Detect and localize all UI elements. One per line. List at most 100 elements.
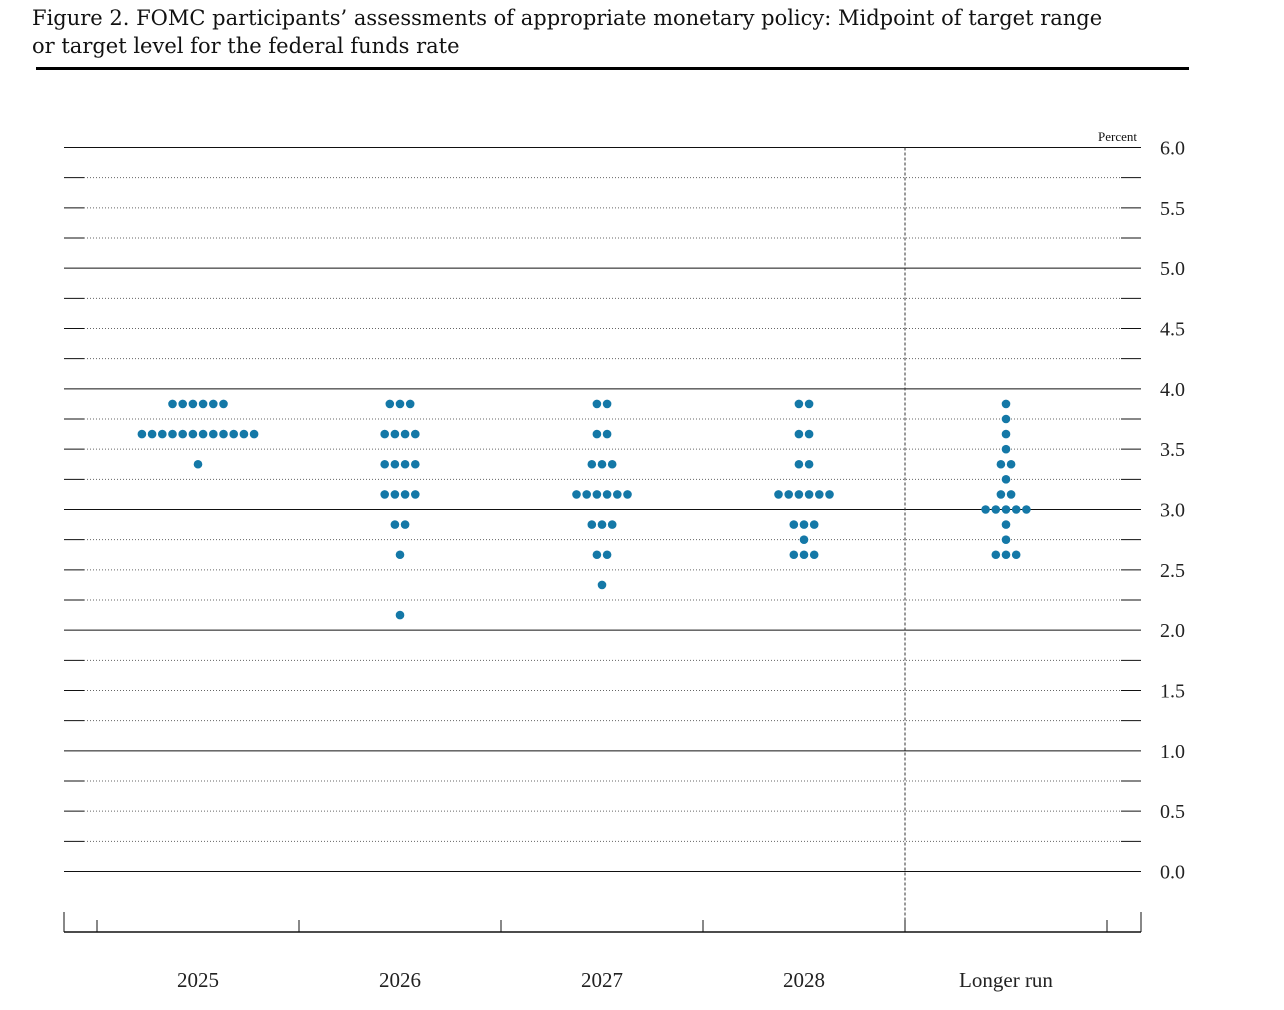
dot-marker bbox=[799, 535, 809, 544]
dot-marker bbox=[390, 520, 400, 529]
dot-marker bbox=[385, 399, 395, 409]
dot-marker bbox=[602, 550, 612, 560]
dot-marker bbox=[249, 429, 259, 439]
dot-marker bbox=[991, 505, 1001, 514]
dot-marker bbox=[794, 459, 804, 469]
dot-marker bbox=[400, 459, 410, 469]
dot-marker bbox=[804, 399, 814, 409]
dot-marker bbox=[1006, 490, 1016, 499]
dot-marker bbox=[1001, 414, 1011, 424]
dot-marker bbox=[597, 459, 607, 469]
dot-marker bbox=[178, 429, 187, 439]
y-tick-label: 5.5 bbox=[1160, 198, 1185, 220]
dot-marker bbox=[784, 490, 793, 499]
title-rule bbox=[36, 67, 1189, 70]
dot-marker bbox=[991, 550, 1001, 560]
dot-marker bbox=[193, 459, 203, 469]
dot-marker bbox=[592, 490, 602, 499]
dot-marker bbox=[137, 429, 147, 439]
dot-marker bbox=[623, 490, 632, 499]
x-category-label: Longer run bbox=[959, 968, 1053, 992]
figure-title-line-2: or target level for the federal funds ra… bbox=[32, 34, 460, 58]
dot-marker bbox=[405, 399, 415, 409]
dot-marker bbox=[209, 429, 218, 439]
dot-marker bbox=[607, 520, 617, 529]
x-category-label: 2025 bbox=[177, 968, 219, 992]
dot-marker bbox=[1006, 459, 1016, 469]
y-tick-label: 0.0 bbox=[1160, 862, 1185, 884]
dot-marker bbox=[188, 399, 198, 409]
dots bbox=[137, 399, 1031, 620]
axes bbox=[63, 147, 1142, 933]
dot-marker bbox=[1011, 550, 1021, 560]
dot-marker bbox=[597, 520, 607, 529]
dot-marker bbox=[239, 429, 249, 439]
dot-marker bbox=[794, 399, 804, 409]
dot-marker bbox=[804, 429, 814, 439]
dot-marker bbox=[1011, 505, 1021, 514]
dot-marker bbox=[1001, 429, 1011, 439]
dot-marker bbox=[602, 429, 612, 439]
dot-marker bbox=[825, 490, 834, 499]
dot-marker bbox=[799, 520, 809, 529]
dot-marker bbox=[411, 490, 420, 499]
dot-marker bbox=[996, 490, 1006, 499]
dot-marker bbox=[400, 520, 410, 529]
dot-marker bbox=[219, 399, 228, 409]
dot-marker bbox=[411, 429, 420, 439]
dot-marker bbox=[799, 550, 809, 560]
y-tick-label: 2.5 bbox=[1160, 560, 1185, 582]
dot-marker bbox=[774, 490, 783, 499]
dot-marker bbox=[789, 520, 799, 529]
dot-marker bbox=[1001, 444, 1011, 454]
dot-marker bbox=[587, 459, 597, 469]
dot-marker bbox=[607, 459, 617, 469]
dot-marker bbox=[1001, 550, 1011, 560]
dot-marker bbox=[809, 520, 819, 529]
dot-marker bbox=[804, 490, 814, 499]
dot-marker bbox=[219, 429, 228, 439]
dot-marker bbox=[1001, 475, 1011, 484]
dot-marker bbox=[168, 399, 177, 409]
y-tick-label: 1.0 bbox=[1160, 741, 1185, 763]
dot-marker bbox=[1001, 505, 1011, 514]
dot-marker bbox=[981, 505, 990, 514]
dot-marker bbox=[809, 550, 819, 560]
dot-marker bbox=[198, 429, 208, 439]
dot-marker bbox=[572, 490, 581, 499]
dot-marker bbox=[592, 399, 602, 409]
dot-marker bbox=[229, 429, 238, 439]
dot-marker bbox=[602, 399, 612, 409]
dot-marker bbox=[400, 490, 410, 499]
dot-marker bbox=[395, 610, 405, 620]
dot-marker bbox=[188, 429, 198, 439]
dot-marker bbox=[158, 429, 167, 439]
y-tick-label: 5.0 bbox=[1160, 258, 1185, 280]
dot-marker bbox=[380, 490, 390, 499]
dot-marker bbox=[411, 459, 420, 469]
dot-marker bbox=[1001, 535, 1011, 544]
dot-marker bbox=[794, 490, 804, 499]
dot-marker bbox=[602, 490, 612, 499]
dot-marker bbox=[996, 459, 1006, 469]
dot-marker bbox=[395, 399, 405, 409]
dot-marker bbox=[1001, 399, 1011, 409]
dot-marker bbox=[804, 459, 814, 469]
dot-marker bbox=[147, 429, 157, 439]
y-tick-label: 0.5 bbox=[1160, 801, 1185, 823]
dot-marker bbox=[613, 490, 622, 499]
y-tick-label: 4.0 bbox=[1160, 379, 1185, 401]
dot-marker bbox=[597, 580, 607, 590]
dot-marker bbox=[815, 490, 824, 499]
x-category-label: 2027 bbox=[581, 968, 623, 992]
dot-marker bbox=[390, 459, 400, 469]
dot-marker bbox=[794, 429, 804, 439]
dot-marker bbox=[198, 399, 208, 409]
dot-marker bbox=[395, 550, 405, 560]
x-category-label: 2028 bbox=[783, 968, 825, 992]
dot-marker bbox=[582, 490, 591, 499]
dot-marker bbox=[1001, 520, 1011, 529]
y-tick-label: 3.0 bbox=[1160, 500, 1185, 522]
figure-title: Figure 2. FOMC participants’ assessments… bbox=[32, 4, 1192, 60]
dot-marker bbox=[168, 429, 177, 439]
